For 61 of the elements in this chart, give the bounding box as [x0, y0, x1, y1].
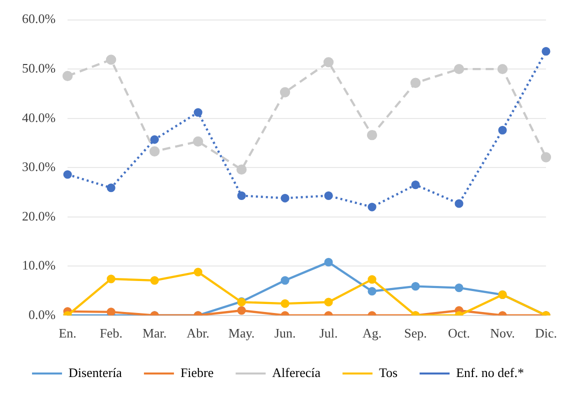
- point: [410, 78, 421, 88]
- point: [411, 282, 420, 291]
- point: [540, 152, 552, 162]
- point: [150, 276, 159, 285]
- point: [63, 170, 72, 179]
- point: [324, 191, 333, 200]
- point: [366, 130, 378, 140]
- point: [149, 146, 160, 156]
- point: [106, 184, 116, 192]
- legend-label: Alferecía: [272, 364, 321, 380]
- point: [454, 64, 464, 74]
- legend-label: Tos: [379, 364, 398, 380]
- point: [498, 126, 507, 134]
- point: [236, 164, 247, 175]
- y-tick-label: 50.0%: [22, 60, 56, 76]
- point: [237, 306, 246, 315]
- x-tick-label: Jun.: [274, 326, 296, 341]
- point: [194, 268, 202, 276]
- point: [323, 57, 334, 68]
- point: [192, 136, 204, 147]
- y-tick-label: 40.0%: [22, 110, 56, 125]
- x-tick-label: Abr.: [186, 326, 210, 341]
- x-tick-label: Feb.: [100, 326, 122, 341]
- x-tick-label: Oct.: [448, 326, 470, 341]
- point: [280, 276, 290, 285]
- x-tick-label: Dic.: [534, 326, 558, 341]
- x-tick-label: Ag.: [362, 326, 382, 341]
- x-tick-label: Mar.: [142, 326, 167, 341]
- point: [454, 284, 464, 292]
- point: [324, 258, 333, 266]
- point: [497, 64, 508, 74]
- y-tick-label: 20.0%: [22, 208, 56, 224]
- legend-label: Enf. no def.*: [456, 364, 524, 380]
- point: [280, 194, 290, 202]
- point: [150, 135, 159, 144]
- x-tick-label: May.: [228, 326, 255, 341]
- y-tick-label: 10.0%: [22, 258, 56, 273]
- x-tick-label: Jul.: [319, 326, 338, 341]
- point: [280, 87, 290, 98]
- x-tick-label: Nov.: [490, 326, 515, 341]
- y-tick-label: 60.0%: [22, 11, 56, 26]
- point: [324, 298, 333, 306]
- point: [194, 108, 202, 117]
- point: [368, 286, 376, 296]
- point: [454, 199, 464, 208]
- point: [106, 308, 116, 316]
- point: [62, 70, 73, 82]
- point: [237, 191, 246, 200]
- y-tick-label: 30.0%: [22, 159, 56, 174]
- point: [368, 202, 376, 212]
- point: [106, 54, 116, 65]
- legend-label: Disentería: [68, 364, 122, 380]
- point: [411, 180, 420, 190]
- legend-label: Fiebre: [180, 364, 214, 380]
- point: [542, 47, 550, 56]
- point: [368, 275, 376, 284]
- y-tick-label: 0.0%: [28, 306, 56, 322]
- point: [280, 299, 290, 308]
- x-tick-label: Sep.: [404, 326, 427, 341]
- x-tick-label: En.: [58, 326, 76, 341]
- point: [106, 274, 116, 284]
